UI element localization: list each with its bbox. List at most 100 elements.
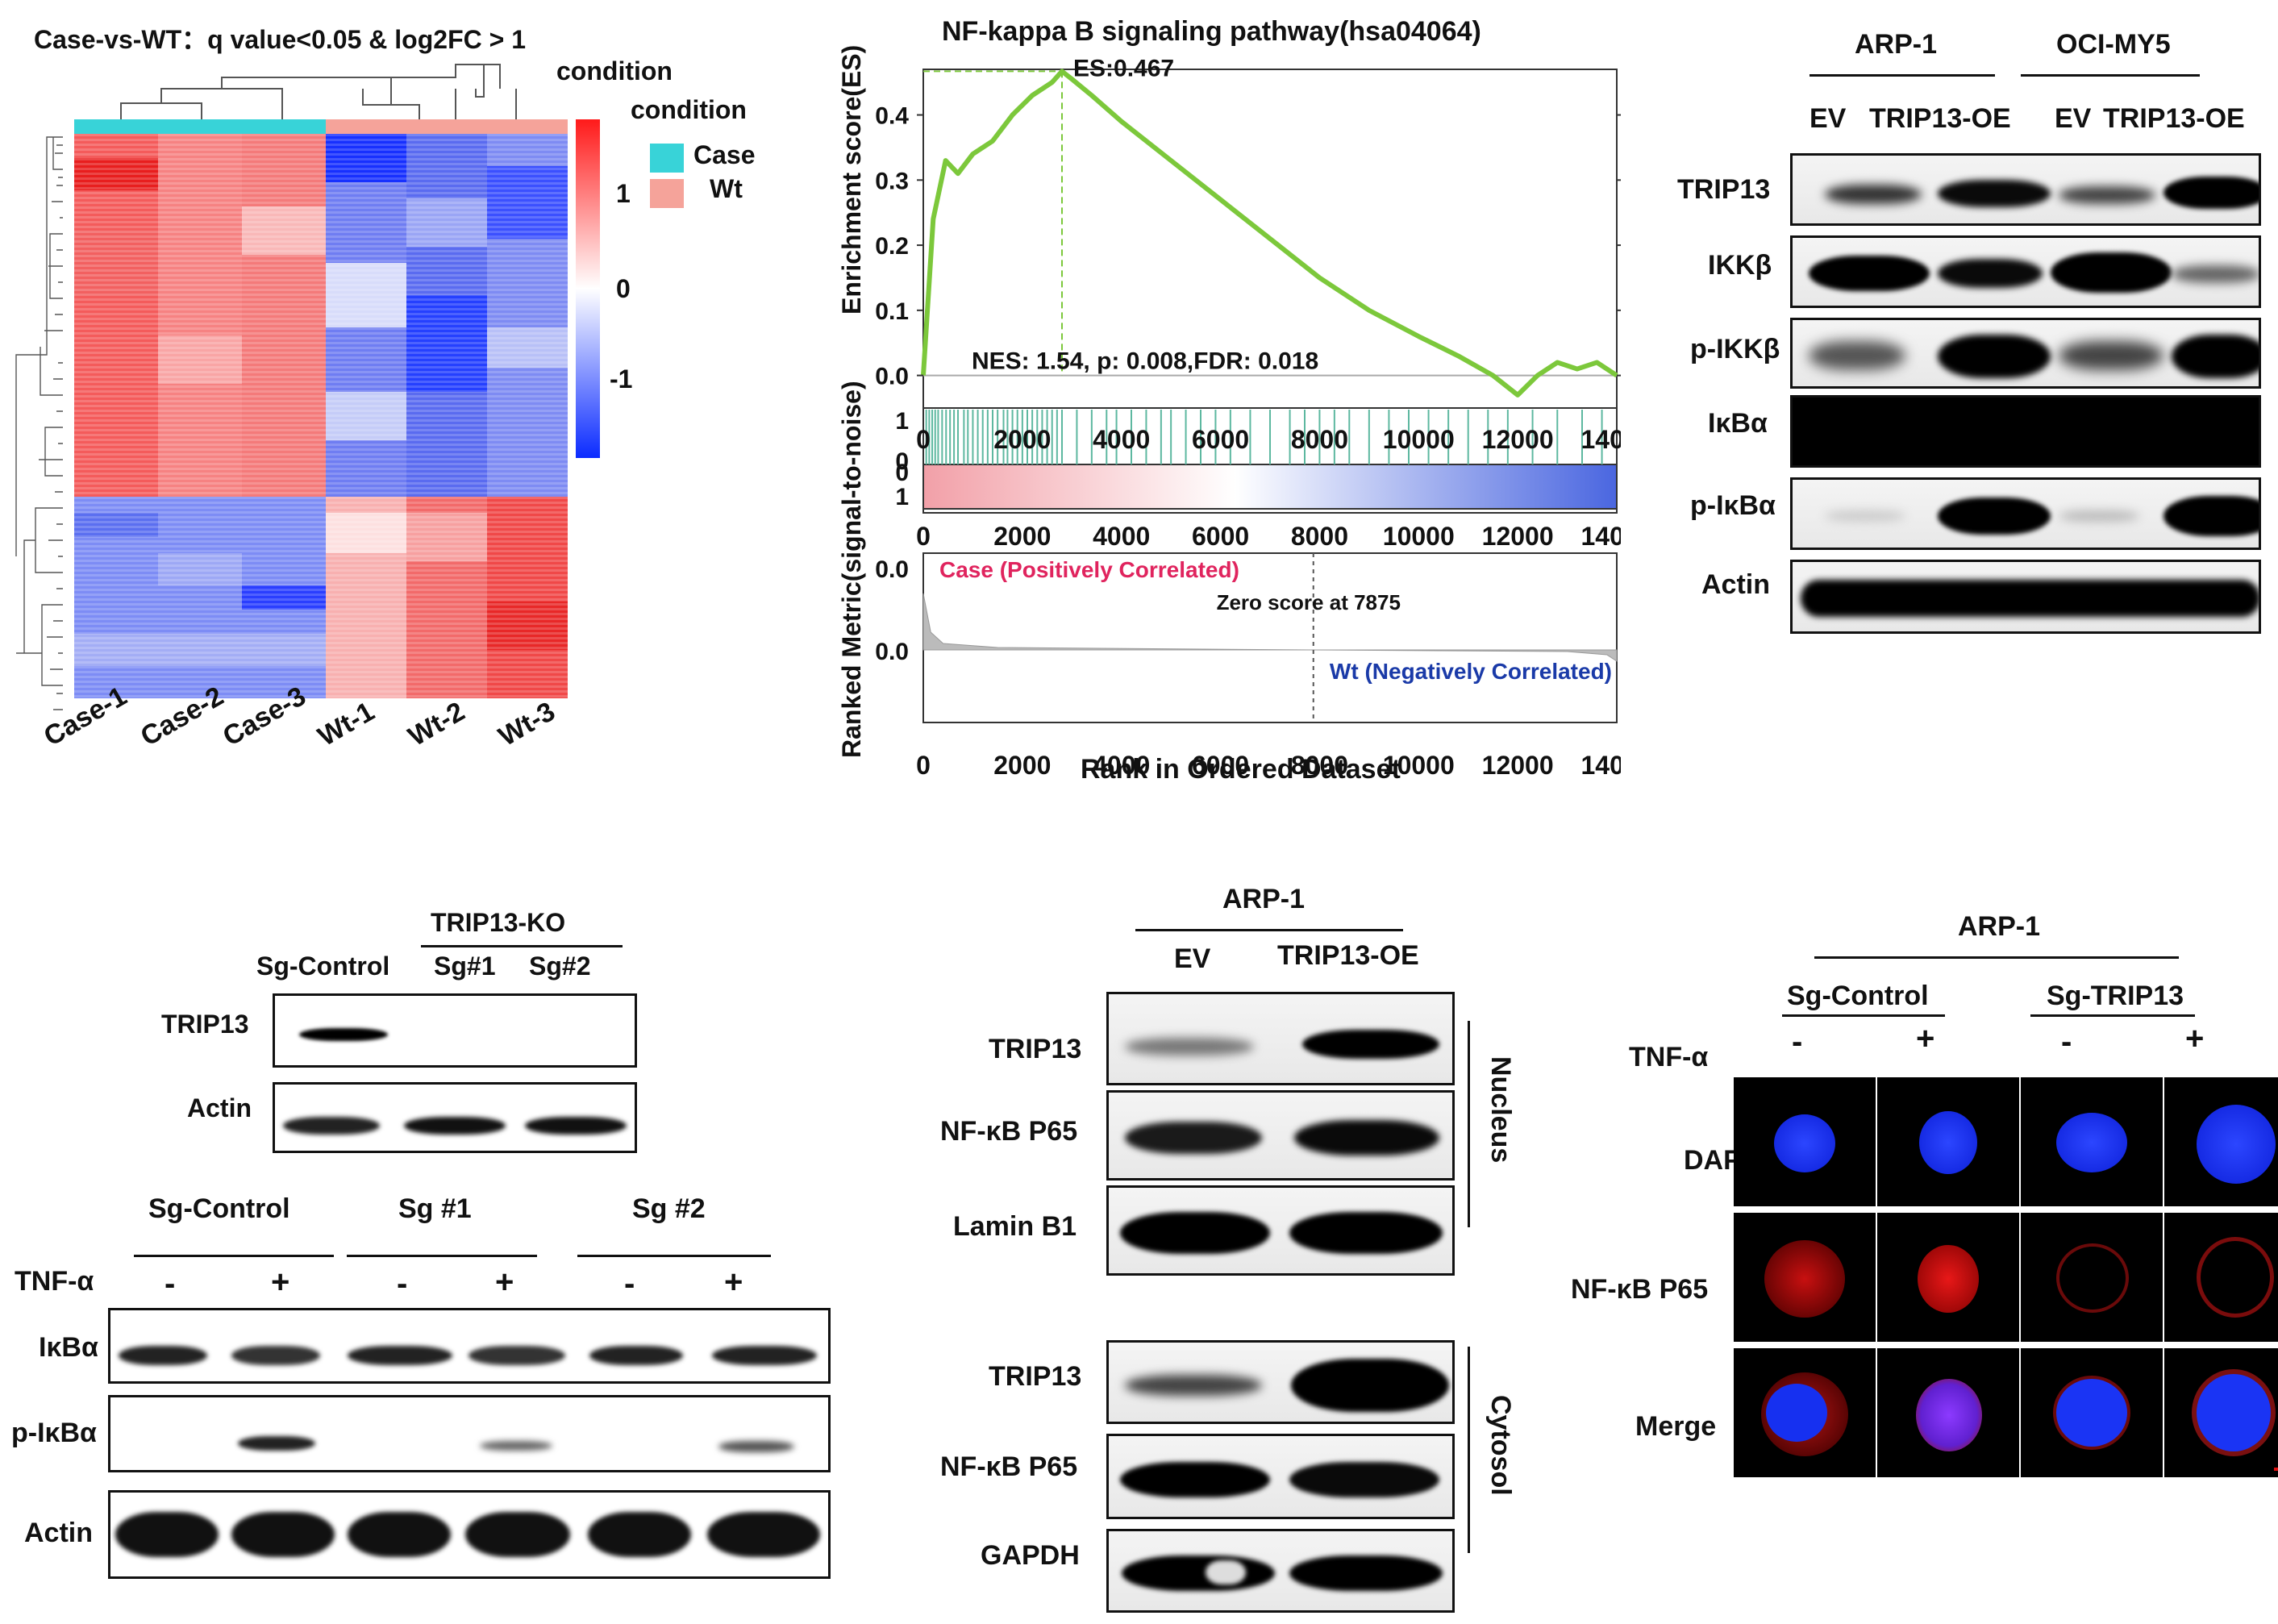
es-ylabel: Enrichment score(ES) — [837, 44, 866, 314]
es-ytick-label: 0.1 — [875, 298, 909, 325]
lane-label: TRIP13-OE — [2103, 103, 2245, 134]
gsea-title: NF-kappa B signaling pathway(hsa04064) — [942, 16, 1481, 47]
fraction-lane: TRIP13-OE — [1277, 940, 1419, 971]
row-label: IKKβ — [1708, 250, 1772, 281]
gsea-stats-label: NES: 1.54, p: 0.008,FDR: 0.018 — [972, 348, 1318, 375]
nucleus-row: TRIP13 — [989, 1034, 1082, 1064]
cytosol-row: GAPDH — [981, 1540, 1080, 1571]
x-tick-label: 4000 — [1093, 751, 1150, 780]
ko-row: Actin — [187, 1093, 252, 1122]
legend-swatch-wt — [650, 179, 684, 208]
case-annotation-bar — [74, 119, 326, 134]
negative-corr-label: Wt (Negatively Correlated) — [1330, 659, 1612, 684]
if-cell-p65 — [2021, 1213, 2163, 1342]
scale-bar — [2274, 1468, 2278, 1471]
es-ytick-label: 0.4 — [875, 103, 909, 130]
rank-ytick: 0.0 — [875, 556, 909, 583]
tnf-blot-p-ikba — [108, 1395, 831, 1472]
if-cell-dapi — [1877, 1077, 2019, 1206]
tnf-underline — [577, 1255, 771, 1257]
x-tick-label: 6000 — [1192, 425, 1249, 454]
annotation-label: condition — [556, 56, 673, 85]
x-tick-label: 2000 — [993, 522, 1051, 551]
if-cell-dapi — [1734, 1077, 1876, 1206]
tnf-treatment: TNF-α — [15, 1266, 94, 1297]
ko-underline — [421, 945, 623, 947]
if-cell-p65 — [1877, 1213, 2019, 1342]
scale-tick-neg1: -1 — [610, 364, 633, 394]
rank-ylabel: Ranked Metric(signal-to-noise) — [837, 381, 866, 758]
if-sign: - — [2061, 1024, 2072, 1060]
fraction-underline — [1135, 929, 1403, 931]
x-tick-label: 8000 — [1291, 425, 1348, 454]
if-sign: - — [1792, 1024, 1803, 1060]
tnf-group: Sg #1 — [398, 1193, 472, 1224]
cyt-blot-gapdh — [1106, 1529, 1455, 1613]
cytosol-row: NF-κB P65 — [940, 1451, 1078, 1482]
row-label: TRIP13 — [1677, 174, 1771, 205]
es-peak-label: ES:0.467 — [1073, 55, 1174, 81]
x-tick-label: 12000 — [1482, 751, 1554, 780]
if-cell-p65 — [1734, 1213, 1876, 1342]
color-scale-bar — [576, 119, 600, 458]
tnf-sign: - — [624, 1266, 635, 1301]
if-group: Sg-TRIP13 — [2047, 981, 2184, 1011]
nucleus-bracket — [1468, 1021, 1470, 1227]
ko-blot-actin — [273, 1082, 637, 1153]
if-treatment: TNF-α — [1629, 1042, 1709, 1072]
x-tick-label: 8000 — [1291, 522, 1348, 551]
lane-label: TRIP13-OE — [1869, 103, 2011, 134]
x-tick-label: 14000 — [1581, 522, 1621, 551]
x-tick-label: 12000 — [1482, 425, 1554, 454]
positive-corr-label: Case (Positively Correlated) — [939, 557, 1239, 582]
if-sign: + — [2185, 1021, 2205, 1056]
rank-ytick: 0.0 — [875, 639, 909, 665]
if-underline — [1814, 956, 2179, 959]
x-tick-label: 8000 — [1291, 751, 1348, 780]
legend-swatch-case — [650, 144, 684, 173]
bar-edge-label: 00 — [1620, 476, 1621, 502]
fraction-title: ARP-1 — [1222, 884, 1306, 914]
tnf-group: Sg #2 — [632, 1193, 706, 1224]
nucleus-label: Nucleus — [1485, 1056, 1516, 1164]
group-underline — [2021, 74, 2200, 77]
nuc-blot-trip13 — [1106, 992, 1455, 1085]
scale-tick-1: 1 — [616, 179, 631, 208]
row-label: IκBα — [1708, 408, 1768, 439]
blot-p-ikkb — [1790, 318, 2261, 389]
tnf-row: p-IκBα — [11, 1418, 97, 1448]
hits-ytick: 0 — [895, 448, 909, 475]
legend-title: condition — [631, 95, 747, 124]
tnf-sign: + — [495, 1264, 514, 1300]
tnf-row: IκBα — [39, 1332, 98, 1363]
heatmap-grid — [74, 134, 568, 698]
ko-lane: Sg-Control — [256, 951, 390, 981]
if-cell-merge — [1734, 1348, 1876, 1477]
if-group-underline — [2030, 1014, 2195, 1017]
gsea-xlabel: Rank in Ordered Dataset — [1081, 754, 1401, 785]
if-cell-p65 — [2164, 1213, 2278, 1342]
if-row: NF-κB P65 — [1571, 1274, 1709, 1305]
if-cell-merge — [2164, 1348, 2278, 1477]
hits-ytick: 1 — [895, 408, 909, 435]
zero-score-label: Zero score at 7875 — [1217, 590, 1401, 614]
tnf-underline — [347, 1255, 537, 1257]
legend-label-case: Case — [693, 140, 756, 169]
x-tick-label: 10000 — [1383, 751, 1455, 780]
cyt-blot-trip13 — [1106, 1340, 1455, 1424]
es-ytick-label: 0.3 — [875, 168, 909, 194]
cyt-blot-p65 — [1106, 1434, 1455, 1519]
x-tick-label: 0 — [916, 425, 931, 454]
es-ytick-label: 0.2 — [875, 233, 909, 260]
ko-lane: Sg#1 — [434, 951, 496, 981]
row-label: p-IKKβ — [1690, 334, 1780, 364]
x-tick-label: 2000 — [993, 751, 1051, 780]
if-cell-dapi — [2021, 1077, 2163, 1206]
fraction-lane: EV — [1174, 943, 1211, 974]
wt-annotation-bar — [326, 119, 568, 134]
if-group: Sg-Control — [1787, 981, 1929, 1011]
nucleus-row: Lamin B1 — [953, 1211, 1077, 1242]
x-tick-label: 14000 — [1581, 751, 1621, 780]
cytosol-bracket — [1468, 1347, 1470, 1553]
x-tick-label: 2000 — [993, 425, 1051, 454]
